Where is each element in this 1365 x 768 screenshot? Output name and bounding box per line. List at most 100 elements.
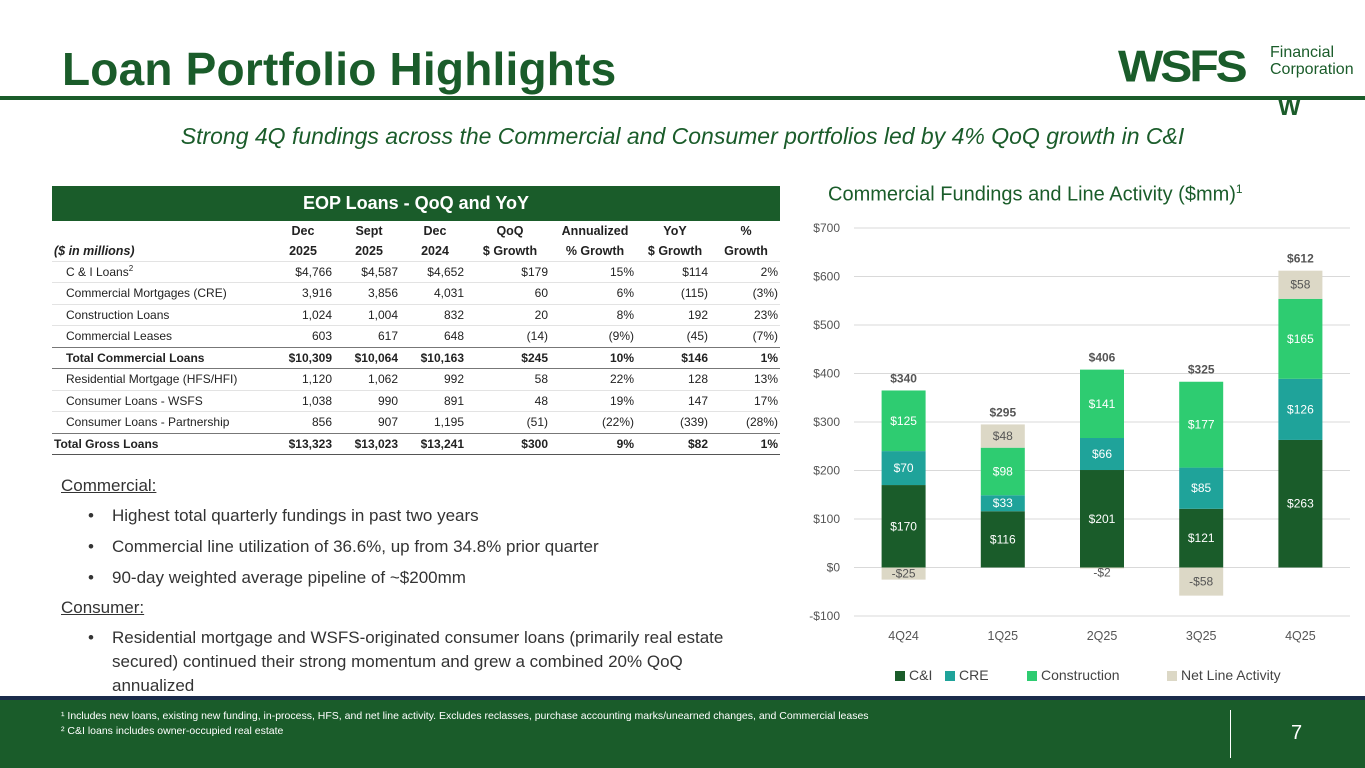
table-cell: 19% [552,389,638,412]
y-tick-label: $600 [813,270,840,284]
unit-note: ($ in millions) [52,241,270,261]
table-cell: (14) [468,325,552,347]
bar-construction [980,447,1025,496]
footer-band [0,700,1365,768]
chart-title: Commercial Fundings and Line Activity ($… [828,182,1243,207]
table-cell: 9% [552,432,638,455]
col-header-top: QoQ [468,221,552,241]
footnote-1: ¹ Includes new loans, existing new fundi… [61,710,869,722]
table-cell: (22%) [552,411,638,433]
table-cell: $245 [468,346,552,369]
table-cell: (7%) [712,325,780,347]
table-cell: $13,241 [402,432,468,455]
table-cell: 1,195 [402,411,468,433]
table-cell: (115) [638,282,712,304]
y-tick-label: $700 [813,221,840,235]
table-cell: 603 [270,325,336,347]
consumer-bullets: Residential mortgage and WSFS-originated… [86,626,781,698]
legend-label: Net Line Activity [1181,667,1281,683]
bar-data-label: $125 [890,414,917,428]
table-row: C & I Loans2 $4,766 $4,587 $4,652 $179 15% $11… [52,260,780,283]
bullet-item: 90-day weighted average pipeline of ~$20… [86,566,781,590]
bar-data-label: -$25 [892,567,916,581]
bar-data-label: $85 [1191,481,1211,495]
logo-wordmark: WSFS [1118,42,1248,92]
table-row: Total Gross Loans $13,323 $13,023 $13,241 $3… [52,432,780,455]
row-label: Total Gross Loans [52,432,270,455]
title-divider [0,96,1365,100]
table-header-blank [52,221,270,241]
row-label-text: Total Gross Loans [54,436,159,451]
table-cell: 10% [552,346,638,369]
bar-data-label: $48 [993,429,1013,443]
row-label-text: Consumer Loans - Partnership [66,415,230,430]
table-cell: 17% [712,389,780,412]
highlights-notes: Commercial: Highest total quarterly fund… [61,476,781,706]
row-label-text: C & I Loans [66,265,129,280]
col-header-bottom: % Growth [552,241,638,261]
wsfs-logo: WSFS Financial Corporation W [1118,40,1358,121]
legend-label: Construction [1041,667,1120,683]
table-cell: 1,062 [336,368,402,390]
table-cell: $4,587 [336,260,402,283]
logo-sub-line1: Financial [1270,44,1335,61]
row-label-text: Construction Loans [66,307,170,322]
table-cell: 8% [552,303,638,326]
row-label: Consumer Loans - Partnership [52,411,270,433]
y-tick-label: -$100 [809,609,840,623]
bullet-item: Residential mortgage and WSFS-originated… [86,626,746,698]
total-label: $340 [890,371,917,385]
page-subtitle: Strong 4Q fundings across the Commercial… [180,123,1185,149]
table-cell: $146 [638,346,712,369]
bar-data-label: $165 [1287,332,1314,346]
table-cell: (28%) [712,411,780,433]
bar-data-label: $58 [1290,278,1310,292]
bar-data-label: $33 [993,496,1013,510]
col-header-top: YoY [638,221,712,241]
row-label: Residential Mortgage (HFS/HFI) [52,368,270,390]
bullet-item: Commercial line utilization of 36.6%, up… [86,535,781,559]
table-row: Construction Loans 1,024 1,004 832 20 8% 192 23… [52,303,780,326]
table-cell: 907 [336,411,402,433]
table-cell: 1,038 [270,389,336,412]
table-cell: 2% [712,260,780,283]
table-cell: $10,309 [270,346,336,369]
table-cell: 23% [712,303,780,326]
table-header-row-bottom: ($ in millions) 2025 2025 2024 $ Growth … [52,241,780,261]
table-cell: 856 [270,411,336,433]
bar-data-label: $170 [890,519,917,533]
row-label: C & I Loans2 [52,260,270,283]
y-tick-label: $500 [813,318,840,332]
table-cell: 3,916 [270,282,336,304]
x-tick-label: 1Q25 [988,629,1019,643]
table-cell: $13,023 [336,432,402,455]
col-header-bottom: 2025 [270,241,336,261]
table-cell: 192 [638,303,712,326]
total-label: $612 [1287,252,1314,266]
legend-swatch [945,671,955,681]
y-tick-label: $0 [827,561,841,575]
table-row: Consumer Loans - WSFS 1,038 990 891 48 19% 147… [52,389,780,412]
row-label: Commercial Mortgages (CRE) [52,282,270,304]
legend-swatch [1167,671,1177,681]
table-cell: $4,766 [270,260,336,283]
bar-c-i [1080,470,1124,568]
table-cell: 4,031 [402,282,468,304]
bar-cre [881,451,926,486]
bar-c-i [1278,439,1323,568]
bar-c-i [881,485,926,568]
table-cell: $13,323 [270,432,336,455]
bar-data-label: $66 [1092,447,1112,461]
table-cell: 15% [552,260,638,283]
bar-cre [1278,378,1323,440]
legend-label: CRE [959,667,989,683]
table-cell: 1,120 [270,368,336,390]
table-cell: $10,064 [336,346,402,369]
row-label: Consumer Loans - WSFS [52,389,270,412]
table-cell: (339) [638,411,712,433]
x-tick-label: 4Q25 [1285,629,1316,643]
table-cell: 147 [638,389,712,412]
bar-data-label: $177 [1188,418,1215,432]
row-label: Commercial Leases [52,325,270,347]
table-cell: 22% [552,368,638,390]
